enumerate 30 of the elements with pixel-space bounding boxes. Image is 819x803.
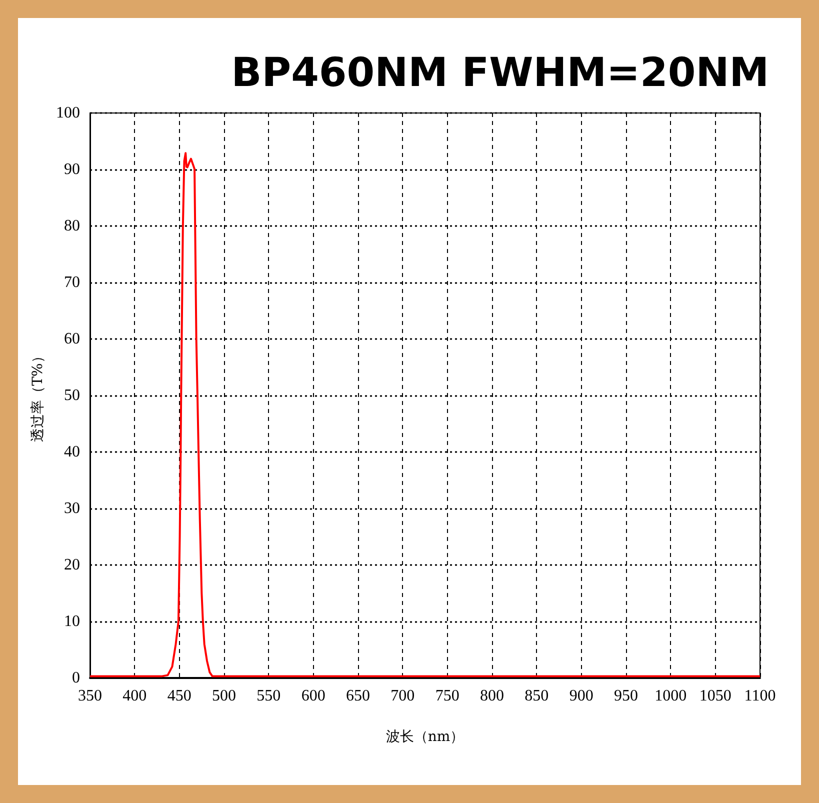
x-tick-label: 850 — [524, 688, 549, 704]
x-tick-label: 650 — [346, 688, 370, 704]
x-tick-label: 900 — [569, 688, 594, 704]
y-tick-label: 0 — [72, 670, 80, 686]
x-tick-label: 700 — [390, 688, 415, 704]
x-tick-label: 450 — [167, 688, 192, 704]
x-tick-label: 600 — [301, 688, 326, 704]
x-tick-label: 750 — [435, 688, 460, 704]
x-tick-label: 1100 — [744, 688, 776, 704]
x-tick-label: 550 — [256, 688, 281, 704]
x-axis-title: 波长（nm） — [386, 729, 464, 745]
x-tick-label: 950 — [614, 688, 638, 704]
x-tick-label: 1000 — [654, 688, 687, 704]
y-tick-label: 50 — [64, 387, 80, 404]
x-tick-label: 400 — [122, 688, 147, 704]
y-tick-label: 20 — [64, 556, 80, 574]
y-axis-title: 透过率（T%） — [30, 349, 46, 442]
x-tick-label: 350 — [78, 688, 102, 704]
x-tick-label: 500 — [212, 688, 236, 704]
y-tick-label: 90 — [64, 161, 80, 178]
chart-title: BP460NM FWHM=20NM — [231, 50, 769, 96]
y-tick-label: 80 — [64, 218, 80, 234]
y-tick-label: 40 — [64, 444, 80, 460]
y-tick-label: 30 — [64, 500, 80, 517]
y-tick-label: 10 — [64, 613, 80, 630]
y-tick-label: 100 — [56, 104, 80, 122]
y-tick-label: 60 — [64, 330, 80, 348]
y-tick-label: 70 — [64, 274, 80, 291]
x-tick-label: 1050 — [699, 688, 732, 704]
x-tick-label: 800 — [480, 688, 504, 704]
